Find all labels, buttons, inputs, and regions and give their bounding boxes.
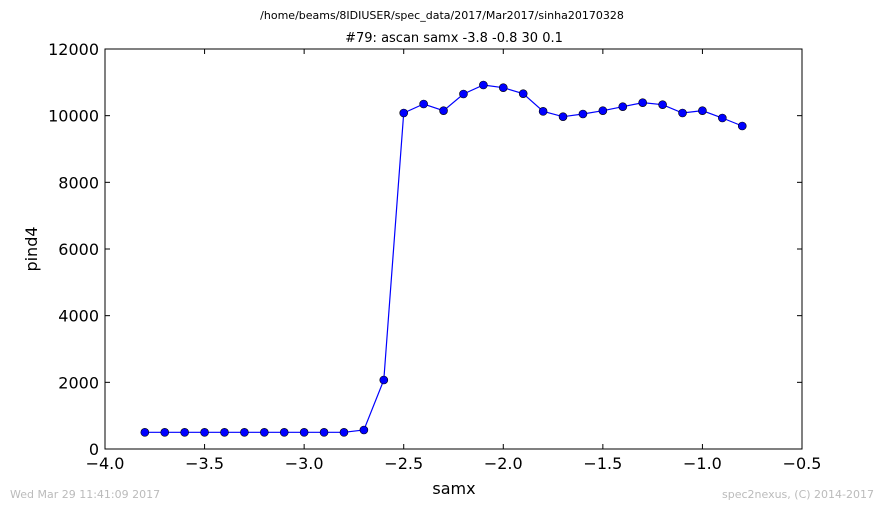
data-point xyxy=(558,112,568,121)
x-axis-label: samx xyxy=(432,479,475,498)
timestamp: Wed Mar 29 11:41:09 2017 xyxy=(10,488,160,501)
x-tick-label: −3.0 xyxy=(285,454,324,473)
data-point xyxy=(658,100,667,109)
data-point xyxy=(518,89,528,98)
y-tick-label: 6000 xyxy=(58,240,99,259)
credit: spec2nexus, (C) 2014-2017 xyxy=(722,488,874,501)
data-point xyxy=(399,108,409,118)
data-point xyxy=(319,428,329,437)
data-point xyxy=(140,428,150,437)
x-tick-label: −1.5 xyxy=(583,454,622,473)
data-point xyxy=(698,106,707,115)
data-point xyxy=(578,109,588,119)
series-line xyxy=(144,84,743,433)
data-point xyxy=(439,106,448,115)
data-point xyxy=(260,428,269,437)
data-point xyxy=(279,428,289,437)
plot-area xyxy=(140,80,747,437)
y-axis-label: pind4 xyxy=(22,226,41,271)
y-tick-label: 10000 xyxy=(48,107,99,126)
data-point xyxy=(718,113,727,123)
x-tick-label: −4.0 xyxy=(86,454,125,473)
data-point xyxy=(379,375,389,385)
x-tick-label: −2.0 xyxy=(484,454,523,473)
data-point xyxy=(459,89,468,99)
x-tick-label: −1.0 xyxy=(683,454,722,473)
data-point xyxy=(419,99,428,109)
data-point xyxy=(498,83,508,92)
data-point xyxy=(638,98,647,107)
data-point xyxy=(339,428,349,437)
data-point xyxy=(538,107,548,116)
data-point xyxy=(160,428,170,437)
data-point xyxy=(678,108,687,118)
x-tick-label: −0.5 xyxy=(783,454,822,473)
x-tick-label: −2.5 xyxy=(384,454,423,473)
data-point xyxy=(359,425,369,435)
chart-title: #79: ascan samx -3.8 -0.8 30 0.1 xyxy=(345,31,563,46)
y-tick-label: 8000 xyxy=(58,173,99,192)
y-tick-label: 2000 xyxy=(58,373,99,392)
path-title: /home/beams/8IDIUSER/spec_data/2017/Mar2… xyxy=(260,9,624,22)
data-point xyxy=(479,80,488,90)
axis-ticks: −4.0 −3.5 −3.0 −2.5 −2.0 −1.5 −1.0 −0.5 0 2000 400… xyxy=(48,40,821,473)
y-tick-label: 0 xyxy=(89,440,99,459)
data-point xyxy=(200,428,209,437)
x-tick-label: −3.5 xyxy=(185,454,224,473)
data-point xyxy=(299,428,309,437)
data-point xyxy=(598,106,608,115)
data-point xyxy=(180,428,189,437)
axes-frame xyxy=(104,48,803,450)
data-point xyxy=(240,428,249,437)
data-point xyxy=(737,121,747,131)
y-tick-label: 12000 xyxy=(48,40,99,59)
data-point xyxy=(618,102,628,111)
data-point xyxy=(220,428,229,437)
y-tick-label: 4000 xyxy=(58,307,99,326)
